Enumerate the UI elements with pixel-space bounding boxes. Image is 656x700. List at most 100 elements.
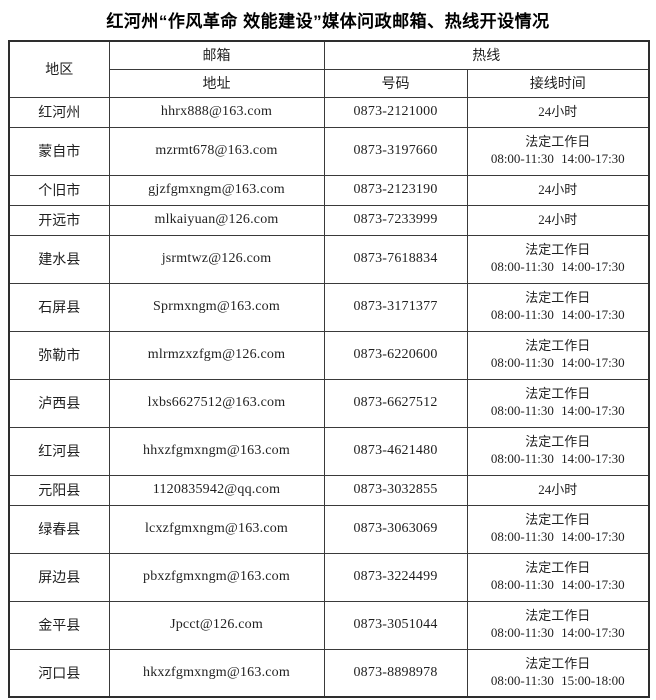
email-cell: mlkaiyuan@126.com [108, 204, 325, 236]
region-cell: 绿春县 [8, 504, 110, 554]
hours-cell: 24小时 [466, 204, 650, 236]
region-cell: 石屏县 [8, 282, 110, 332]
email-cell: jsrmtwz@126.com [108, 234, 325, 284]
hours-cell: 法定工作日 08:00-11:30 14:00-17:30 [466, 234, 650, 284]
header-row-groups: 地区 邮箱 热线 [8, 40, 650, 98]
table-row: 开远市 mlkaiyuan@126.com 0873-7233999 24小时 [8, 204, 650, 236]
email-cell: Jpcct@126.com [108, 600, 325, 650]
table-row: 河口县 hkxzfgmxngm@163.com 0873-8898978 法定工作日 0… [8, 648, 650, 698]
header-address: 地址 [108, 68, 325, 98]
email-cell: mlrmzxzfgm@126.com [108, 330, 325, 380]
phone-cell: 0873-3171377 [323, 282, 468, 332]
table-row: 石屏县 Sprmxngm@163.com 0873-3171377 法定工作日 08:0… [8, 282, 650, 332]
phone-cell: 0873-3197660 [323, 126, 468, 176]
hours-cell: 法定工作日 08:00-11:30 14:00-17:30 [466, 552, 650, 602]
table-row: 屏边县 pbxzfgmxngm@163.com 0873-3224499 法定工作日 0… [8, 552, 650, 602]
hours-label-line: 24小时 [538, 181, 578, 197]
hours-cell: 法定工作日 08:00-11:30 14:00-17:30 [466, 330, 650, 380]
email-cell: gjzfgmxngm@163.com [108, 174, 325, 206]
hours-label-line: 24小时 [538, 103, 578, 119]
hours-time-line: 08:00-11:30 14:00-17:30 [490, 625, 625, 640]
hours-label-line: 法定工作日 [525, 560, 591, 576]
phone-cell: 0873-3032855 [323, 474, 468, 506]
header-hours: 接线时间 [466, 68, 650, 98]
hours-cell: 法定工作日 08:00-11:30 14:00-17:30 [466, 282, 650, 332]
hours-cell: 法定工作日 08:00-11:30 14:00-17:30 [466, 600, 650, 650]
header-region: 地区 [8, 40, 110, 98]
hours-label-line: 法定工作日 [525, 242, 591, 258]
table-row: 个旧市 gjzfgmxngm@163.com 0873-2123190 24小时 [8, 174, 650, 206]
hours-cell: 法定工作日 08:00-11:30 14:00-17:30 [466, 426, 650, 476]
hours-time-line: 08:00-11:30 14:00-17:30 [490, 259, 625, 274]
phone-cell: 0873-7618834 [323, 234, 468, 284]
hours-time-line: 08:00-11:30 14:00-17:30 [490, 451, 625, 466]
email-cell: Sprmxngm@163.com [108, 282, 325, 332]
email-cell: hhxzfgmxngm@163.com [108, 426, 325, 476]
region-cell: 开远市 [8, 204, 110, 236]
region-cell: 屏边县 [8, 552, 110, 602]
table-row: 建水县 jsrmtwz@126.com 0873-7618834 法定工作日 08:00… [8, 234, 650, 284]
hours-cell: 24小时 [466, 174, 650, 206]
region-cell: 金平县 [8, 600, 110, 650]
hours-label-line: 法定工作日 [525, 434, 591, 450]
table-header: 地区 邮箱 热线 地址 号码 接线时间 [8, 40, 650, 98]
email-cell: hkxzfgmxngm@163.com [108, 648, 325, 698]
hours-cell: 法定工作日 08:00-11:30 14:00-17:30 [466, 126, 650, 176]
table-row: 泸西县 lxbs6627512@163.com 0873-6627512 法定工作日 0… [8, 378, 650, 428]
region-cell: 红河州 [8, 96, 110, 128]
region-cell: 蒙自市 [8, 126, 110, 176]
region-cell: 泸西县 [8, 378, 110, 428]
region-cell: 河口县 [8, 648, 110, 698]
region-cell: 建水县 [8, 234, 110, 284]
phone-cell: 0873-7233999 [323, 204, 468, 236]
hours-label-line: 法定工作日 [525, 290, 591, 306]
hours-time-line: 08:00-11:30 14:00-17:30 [490, 577, 625, 592]
region-cell: 个旧市 [8, 174, 110, 206]
hours-label-line: 法定工作日 [525, 134, 591, 150]
table-row: 元阳县 1120835942@qq.com 0873-3032855 24小时 [8, 474, 650, 506]
hours-time-line: 08:00-11:30 14:00-17:30 [490, 151, 625, 166]
hours-cell: 24小时 [466, 474, 650, 506]
table-row: 红河县 hhxzfgmxngm@163.com 0873-4621480 法定工作日 0… [8, 426, 650, 476]
table-row: 红河州 hhrx888@163.com 0873-2121000 24小时 [8, 96, 650, 128]
hours-time-line: 08:00-11:30 15:00-18:00 [490, 672, 625, 688]
header-row-sub: 地址 号码 接线时间 [9, 68, 650, 98]
hours-cell: 法定工作日 08:00-11:30 14:00-17:30 [466, 378, 650, 428]
hours-label-line: 24小时 [538, 211, 578, 227]
region-cell: 元阳县 [8, 474, 110, 506]
hours-time-line: 08:00-11:30 14:00-17:30 [490, 355, 625, 370]
phone-cell: 0873-4621480 [323, 426, 468, 476]
header-hotline-group: 热线 [323, 40, 650, 70]
hours-cell: 24小时 [466, 96, 650, 128]
hours-label-line: 法定工作日 [525, 608, 591, 624]
hours-label-line: 法定工作日 [525, 386, 591, 402]
table-body: 红河州 hhrx888@163.com 0873-2121000 24小时 蒙自市 mzr… [8, 96, 650, 698]
header-mailbox-group: 邮箱 [108, 40, 325, 70]
mailbox-hotline-table: 地区 邮箱 热线 地址 号码 接线时间 红河州 hhrx888@163.com 08… [8, 40, 650, 698]
phone-cell: 0873-3224499 [323, 552, 468, 602]
hours-label-line: 法定工作日 [525, 338, 591, 354]
table-row: 蒙自市 mzrmt678@163.com 0873-3197660 法定工作日 08:0… [8, 126, 650, 176]
hours-label-line: 法定工作日 [525, 655, 591, 671]
region-cell: 红河县 [8, 426, 110, 476]
hours-time-line: 08:00-11:30 14:00-17:30 [490, 529, 625, 544]
email-cell: 1120835942@qq.com [108, 474, 325, 506]
header-number: 号码 [323, 68, 468, 98]
phone-cell: 0873-3051044 [323, 600, 468, 650]
hours-time-line: 08:00-11:30 14:00-17:30 [490, 307, 625, 322]
email-cell: hhrx888@163.com [108, 96, 325, 128]
phone-cell: 0873-2123190 [323, 174, 468, 206]
hours-label-line: 法定工作日 [525, 512, 591, 528]
email-cell: pbxzfgmxngm@163.com [108, 552, 325, 602]
table-row: 弥勒市 mlrmzxzfgm@126.com 0873-6220600 法定工作日 08… [8, 330, 650, 380]
phone-cell: 0873-2121000 [323, 96, 468, 128]
hours-time-line: 08:00-11:30 14:00-17:30 [490, 403, 625, 418]
hours-cell: 法定工作日 08:00-11:30 14:00-17:30 [466, 504, 650, 554]
phone-cell: 0873-6220600 [323, 330, 468, 380]
table-row: 绿春县 lcxzfgmxngm@163.com 0873-3063069 法定工作日 0… [8, 504, 650, 554]
hours-cell: 法定工作日 08:00-11:30 15:00-18:00 [466, 648, 650, 698]
email-cell: lxbs6627512@163.com [108, 378, 325, 428]
region-cell: 弥勒市 [8, 330, 110, 380]
phone-cell: 0873-6627512 [323, 378, 468, 428]
